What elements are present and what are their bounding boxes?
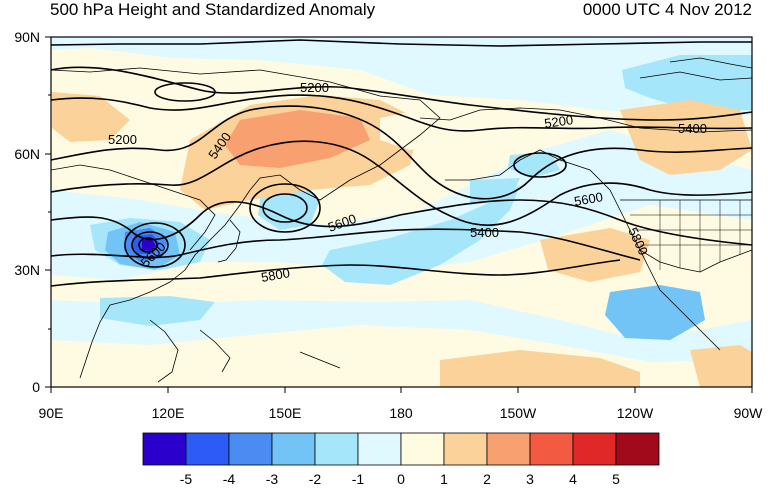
colorbar-label: 2 (483, 471, 491, 487)
lon-label: 90E (39, 405, 64, 421)
contour-label: 5400 (470, 225, 499, 240)
contour-label: 5400 (678, 121, 707, 136)
contour-label: 5200 (543, 112, 574, 131)
colorbar-swatch (529, 432, 574, 466)
colorbar-swatch (615, 432, 660, 466)
colorbar-swatch (357, 432, 402, 466)
colorbar-swatch (271, 432, 316, 466)
valid-time-label: 0000 UTC 4 Nov 2012 (582, 0, 752, 19)
colorbar-label: -3 (266, 471, 279, 487)
height-contours (51, 39, 752, 287)
colorbar-label: 3 (526, 471, 534, 487)
contour-label: 5200 (108, 132, 137, 147)
lon-label: 120E (152, 405, 185, 421)
colorbar-swatch (314, 432, 359, 466)
coastlines (51, 57, 752, 383)
colorbar-swatch (142, 432, 187, 466)
colorbar-label: 1 (440, 471, 448, 487)
colorbar-label: 4 (569, 471, 577, 487)
contour-label: 5800 (260, 265, 291, 285)
colorbar-label: -2 (309, 471, 322, 487)
colorbar-label: -5 (180, 471, 193, 487)
colorbar-swatch (185, 432, 230, 466)
colorbar-label: -4 (223, 471, 236, 487)
lat-label: 60N (14, 146, 40, 162)
latitude-axis: 90N 60N 30N 0 (14, 29, 51, 395)
longitude-axis: 90E 120E 150E 180 150W 120W 90W (39, 387, 764, 421)
map-title: 500 hPa Height and Standardized Anomaly (50, 0, 376, 19)
lat-label: 30N (14, 262, 40, 278)
lon-label: 150W (500, 405, 537, 421)
lon-label: 150E (269, 405, 302, 421)
lon-label: 180 (389, 405, 413, 421)
colorbar-swatch (400, 432, 445, 466)
contour-label: 5200 (300, 80, 329, 95)
colorbar-label: 0 (397, 471, 405, 487)
colorbar-swatch (228, 432, 273, 466)
lat-label: 90N (14, 29, 40, 45)
colorbar-swatch (443, 432, 488, 466)
lon-label: 90W (734, 405, 764, 421)
colorbar-swatch (486, 432, 531, 466)
colorbar: -5 -4 -3 -2 -1 0 1 2 3 4 5 (142, 432, 660, 487)
lon-label: 120W (617, 405, 654, 421)
colorbar-label: -1 (352, 471, 365, 487)
contour-label: 5600 (573, 189, 604, 209)
colorbar-swatch (572, 432, 617, 466)
lat-label: 0 (32, 379, 40, 395)
colorbar-label: 5 (612, 471, 620, 487)
